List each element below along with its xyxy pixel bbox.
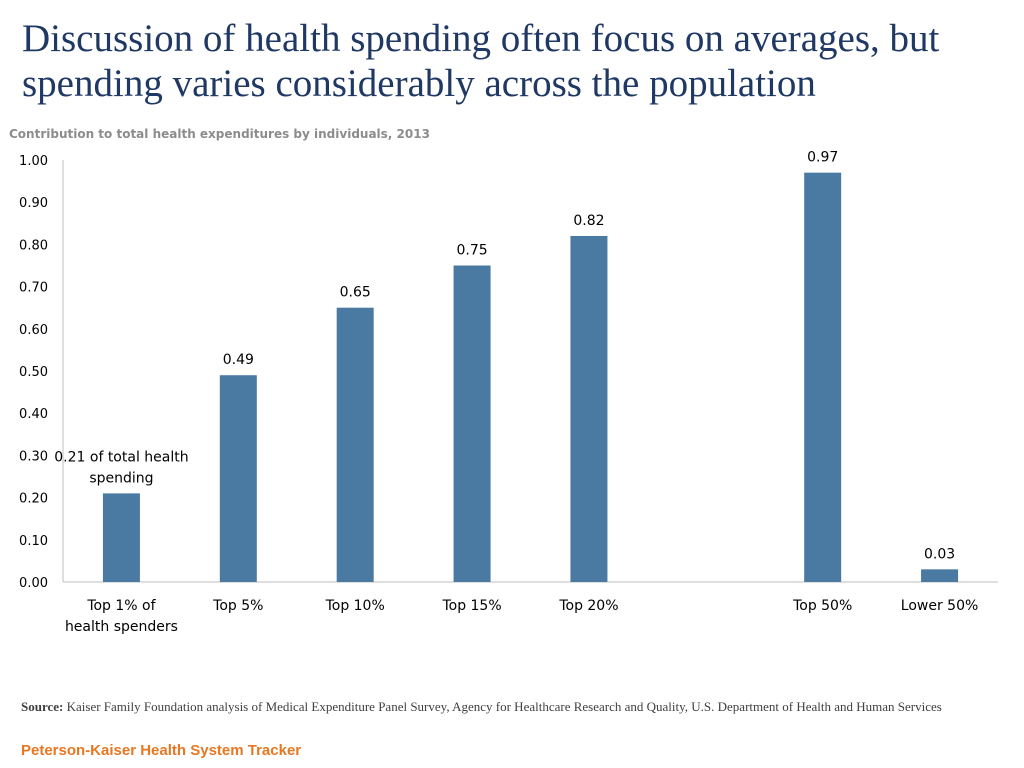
bar [336, 307, 374, 582]
data-label: 0.49 [223, 352, 254, 368]
bar [804, 172, 842, 582]
chart-title: Discussion of health spending often focu… [22, 17, 940, 105]
x-tick-label: Top 5% [212, 598, 263, 614]
x-tick-label: Top 15% [441, 598, 501, 614]
data-label: 0.75 [456, 243, 487, 259]
y-tick-label: 1.00 [19, 154, 48, 169]
bar [921, 569, 959, 582]
x-tick-label: Top 10% [325, 598, 385, 614]
data-label: 0.82 [573, 213, 604, 229]
y-tick-label: 0.70 [19, 281, 48, 296]
source-text: Kaiser Family Foundation analysis of Med… [66, 699, 942, 714]
data-label: 0.03 [924, 546, 955, 562]
y-tick-label: 0.10 [19, 534, 48, 549]
bar [102, 493, 140, 582]
y-tick-label: 0.30 [19, 449, 48, 464]
source-label: Source: [21, 699, 64, 714]
y-tick-label: 0.60 [19, 323, 48, 338]
x-tick-label: Top 50% [792, 598, 852, 614]
bar [453, 265, 491, 582]
x-tick-label: Top 1% of health spenders [65, 598, 178, 635]
data-label: 0.97 [807, 150, 838, 166]
y-tick-label: 0.50 [19, 365, 48, 380]
y-tick-label: 0.90 [19, 196, 48, 211]
y-tick-label: 0.40 [19, 407, 48, 422]
y-tick-label: 0.80 [19, 238, 48, 253]
source-note: Source: Kaiser Family Foundation analysi… [21, 698, 1006, 716]
x-tick-label: Top 20% [558, 598, 618, 614]
y-tick-label: 0.00 [19, 576, 48, 591]
y-tick-label: 0.20 [19, 492, 48, 507]
data-label: 0.21 of total health spending [54, 449, 188, 486]
chart-subtitle: Contribution to total health expenditure… [9, 127, 430, 141]
brand-footer: Peterson-Kaiser Health System Tracker [21, 742, 302, 759]
x-tick-label: Lower 50% [901, 598, 979, 614]
bar-chart: 0.00 0.10 0.20 0.30 0.40 0.50 0.60 0.70 0.80 0.90… [19, 150, 998, 635]
bar [219, 375, 257, 582]
bar [570, 235, 608, 582]
data-label: 0.65 [340, 285, 371, 301]
